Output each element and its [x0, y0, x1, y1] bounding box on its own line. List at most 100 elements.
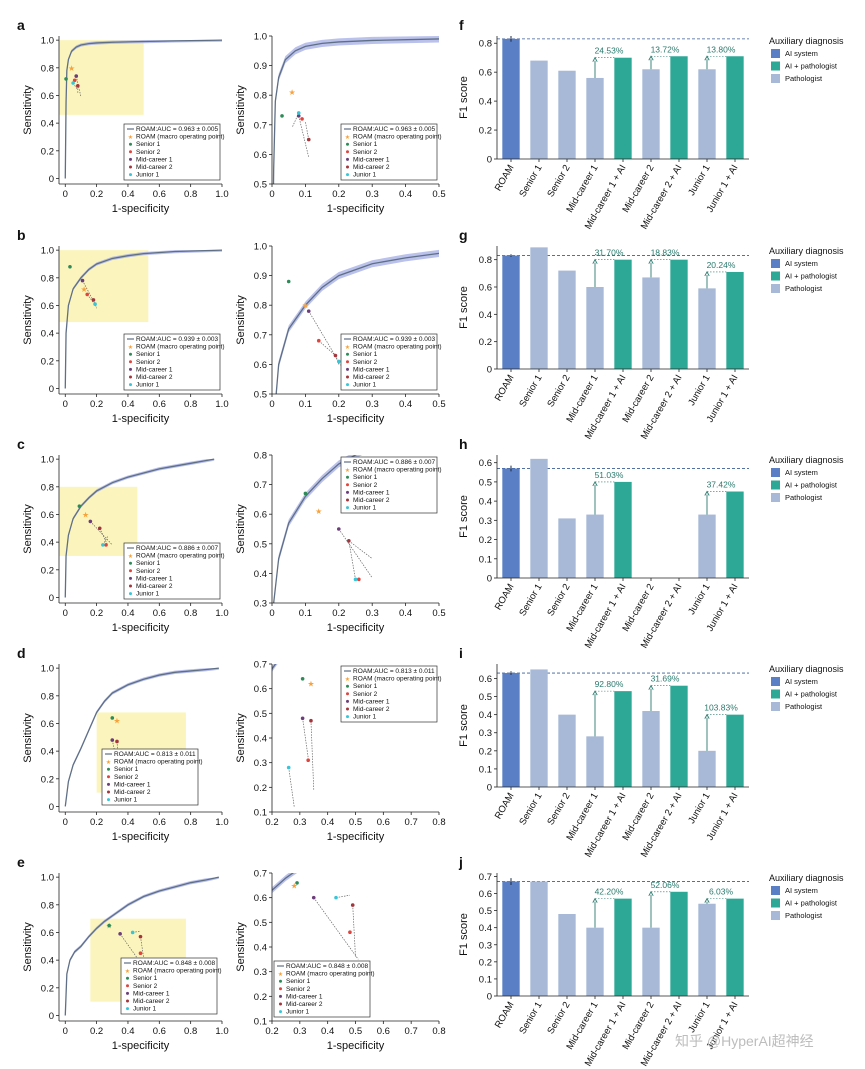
category-label: ROAM	[493, 582, 517, 612]
improvement-label: 37.42%	[707, 480, 736, 490]
y-tick-label: 0.6	[479, 889, 492, 900]
legend-swatch	[346, 376, 349, 379]
legend-entry: Junior 1	[114, 797, 138, 804]
legend-swatch	[126, 984, 129, 987]
bar-roam	[502, 256, 519, 369]
legend-entry: ROAM (macro operating point)	[286, 971, 375, 978]
x-tick-label: 0.2	[90, 399, 103, 410]
point-mid1	[89, 520, 93, 524]
category-label: Senior 2	[545, 373, 572, 409]
legend-swatch	[129, 383, 132, 386]
category-label: Senior 1	[517, 163, 544, 199]
y-tick-label: 0.4	[254, 943, 267, 954]
point-senior2	[306, 758, 310, 762]
legend-entry: Junior 1	[136, 172, 160, 179]
point-senior2	[85, 293, 89, 297]
improvement-label: 51.03%	[595, 470, 624, 480]
y-tick-label: 0.7	[254, 120, 267, 131]
bar-mid-career-1-ai	[614, 58, 631, 159]
y-tick-label: 1.0	[41, 246, 54, 257]
y-axis-label: Sensitivity	[22, 922, 34, 972]
x-tick-label: 0.5	[349, 1026, 362, 1037]
panel-letter: e	[17, 854, 25, 870]
bar-junior-1	[698, 288, 715, 369]
legend-entry: Junior 1	[136, 591, 160, 598]
point-senior1	[78, 504, 82, 508]
aux-legend-swatch	[771, 62, 780, 71]
bar-mid-career-2-ai	[670, 686, 687, 787]
aux-legend: Auxiliary diagnosisAI systemAI + patholo…	[769, 664, 844, 711]
aux-legend-item: AI system	[785, 677, 818, 686]
ai-assist-arrow	[311, 721, 314, 790]
y-tick-label: 1.0	[41, 873, 54, 884]
bar-senior-2	[558, 71, 575, 159]
bar-roam	[502, 882, 519, 996]
bar-senior-1	[530, 669, 547, 787]
y-tick-label: 0.5	[254, 539, 267, 550]
point-mid2	[92, 298, 96, 302]
aux-legend-item: AI + pathologist	[785, 481, 838, 490]
bar-roam	[502, 468, 519, 578]
y-tick-label: 0.3	[479, 728, 492, 739]
legend-entry: Mid-career 2	[114, 789, 151, 796]
legend-swatch	[346, 368, 349, 371]
legend-entry: ROAM:AUC = 0.939 ± 0.003	[353, 336, 436, 343]
legend-swatch	[129, 585, 132, 588]
ai-assist-arrow	[305, 122, 308, 140]
legend-entry: ROAM:AUC = 0.848 ± 0.008	[133, 960, 216, 967]
legend-swatch	[129, 569, 132, 572]
y-tick-label: 0.4	[479, 97, 492, 108]
figure: ★0 0.2 0.4 0.6 0.8 1.000.20.40.60.81.01-speci…	[0, 0, 865, 1069]
bar-mid-career-1	[586, 928, 603, 996]
x-tick-label: 0.8	[432, 1026, 445, 1037]
improvement-label: 24.53%	[595, 46, 624, 56]
x-tick-label: 0.6	[153, 817, 166, 828]
roam-operating-point: ★	[68, 64, 75, 73]
aux-legend-swatch	[771, 911, 780, 920]
legend-swatch	[129, 158, 132, 161]
y-tick-label: 0.4	[479, 710, 492, 721]
roc-panel-a2: ★0 0.1 0.2 0.3 0.4 0.50.50.60.70.80.91.01-spe…	[235, 32, 606, 333]
bar-mid-career-2	[642, 928, 659, 996]
legend-entry: Mid-career 2	[353, 164, 390, 171]
point-mid2	[309, 719, 313, 723]
x-tick-label: 0.5	[432, 399, 445, 410]
y-tick-label: 1.0	[254, 32, 267, 43]
legend-entry: ROAM (macro operating point)	[136, 344, 225, 351]
legend-entry: Mid-career 1	[353, 366, 390, 373]
ai-assist-arrow	[299, 116, 309, 157]
y-tick-label: 0.6	[479, 458, 492, 469]
aux-legend: Auxiliary diagnosisAI systemAI + patholo…	[769, 36, 844, 83]
panel-letter: b	[17, 227, 26, 243]
x-tick-label: 0.1	[299, 608, 312, 619]
y-tick-label: 0.8	[41, 900, 54, 911]
aux-legend-swatch	[771, 702, 780, 711]
legend-entry: ROAM:AUC = 0.963 ± 0.005	[353, 126, 436, 133]
legend-swatch	[129, 143, 132, 146]
x-tick-label: 0	[63, 817, 68, 828]
bar-junior-1-ai	[726, 492, 743, 578]
y-tick-label: 0.2	[254, 783, 267, 794]
y-tick-label: 0.7	[254, 660, 267, 671]
legend-entry: ROAM (macro operating point)	[114, 759, 203, 766]
watermark: 知乎 @HyperAI超神经	[675, 1033, 814, 1049]
legend-entry: ROAM:AUC = 0.848 ± 0.008	[286, 963, 369, 970]
legend-swatch	[129, 173, 132, 176]
legend-entry: ROAM (macro operating point)	[133, 968, 222, 975]
legend-swatch	[346, 700, 349, 703]
x-tick-label: 0	[269, 399, 274, 410]
point-mid1	[110, 738, 114, 742]
point-junior1	[93, 302, 97, 306]
legend-entry: Junior 1	[133, 1006, 157, 1013]
category-label: ROAM	[493, 373, 517, 403]
roc-panel-b: ★ 0 0.2 0.4 0.6 0.8 1.0 0 0.2 0.4 0.6 0.8 1.0 1-speci…	[22, 246, 229, 425]
aux-legend-item: AI system	[785, 49, 818, 58]
x-tick-label: 0.4	[399, 399, 412, 410]
y-tick-label: 0.2	[479, 746, 492, 757]
x-tick-label: 1.0	[215, 608, 228, 619]
point-mid1	[337, 527, 341, 531]
ai-assist-arrow	[289, 768, 295, 807]
legend-entry: Senior 2	[136, 568, 161, 575]
legend-entry: Senior 2	[353, 691, 378, 698]
roc-legend: ROAM:AUC = 0.848 ± 0.008★ ROAM (macro ope…	[121, 958, 222, 1014]
